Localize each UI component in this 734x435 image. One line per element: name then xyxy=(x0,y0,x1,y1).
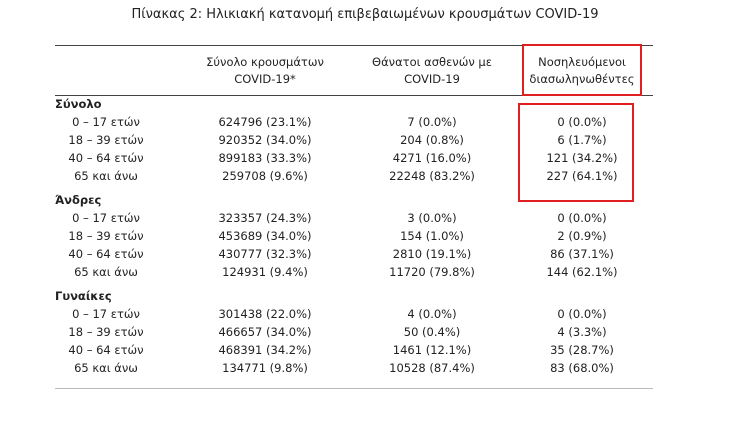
cell: 22248 (83.2%) xyxy=(389,169,475,183)
group-label: Γυναίκες xyxy=(55,289,112,303)
group-label: Σύνολο xyxy=(55,97,102,111)
header-rule xyxy=(55,95,653,96)
cell: 6 (1.7%) xyxy=(557,133,607,147)
cell: 899183 (33.3%) xyxy=(218,151,312,165)
cell: 121 (34.2%) xyxy=(546,151,618,165)
top-rule xyxy=(55,45,653,46)
cell: 204 (0.8%) xyxy=(400,133,464,147)
cell: 50 (0.4%) xyxy=(403,325,461,339)
title: Πίνακας 2: Ηλικιακή κατανομή επιβεβαιωμέ… xyxy=(131,7,599,22)
cell: 259708 (9.6%) xyxy=(222,169,308,183)
row-label: 65 και άνω xyxy=(74,361,138,375)
cell: 301438 (22.0%) xyxy=(218,307,312,321)
cell: 4 (0.0%) xyxy=(407,307,457,321)
cell: 86 (37.1%) xyxy=(550,247,614,261)
row-label: 18 – 39 ετών xyxy=(68,229,144,243)
bottom-rule xyxy=(55,388,653,389)
cell: 83 (68.0%) xyxy=(550,361,614,375)
row-label: 40 – 64 ετών xyxy=(68,247,144,261)
cell: 144 (62.1%) xyxy=(546,265,618,279)
cell: 10528 (87.4%) xyxy=(389,361,475,375)
cell: 2 (0.9%) xyxy=(557,229,607,243)
cell: 920352 (34.0%) xyxy=(218,133,312,147)
cell: 468391 (34.2%) xyxy=(218,343,312,357)
row-label: 65 και άνω xyxy=(74,169,138,183)
row-label: 40 – 64 ετών xyxy=(68,151,144,165)
cell: 3 (0.0%) xyxy=(407,211,457,225)
cell: 466657 (34.0%) xyxy=(218,325,312,339)
cell: 1461 (12.1%) xyxy=(392,343,472,357)
cell: 0 (0.0%) xyxy=(557,211,607,225)
cell: 430777 (32.3%) xyxy=(218,247,312,261)
cell: 0 (0.0%) xyxy=(557,115,607,129)
row-label: 40 – 64 ετών xyxy=(68,343,144,357)
row-label: 65 και άνω xyxy=(74,265,138,279)
cell: 4271 (16.0%) xyxy=(392,151,472,165)
cell: 11720 (79.8%) xyxy=(389,265,475,279)
cell: 35 (28.7%) xyxy=(550,343,614,357)
row-label: 18 – 39 ετών xyxy=(68,133,144,147)
highlight-box xyxy=(522,44,642,96)
column-header: Θάνατοι ασθενών με COVID-19 xyxy=(372,55,492,86)
cell: 624796 (23.1%) xyxy=(218,115,312,129)
cell: 2810 (19.1%) xyxy=(392,247,472,261)
cell: 134771 (9.8%) xyxy=(222,361,308,375)
cell: 7 (0.0%) xyxy=(407,115,457,129)
row-label: 0 – 17 ετών xyxy=(72,115,140,129)
cell: 4 (3.3%) xyxy=(557,325,607,339)
column-header: Νοσηλευόμενοι διασωληνωθέντες xyxy=(529,55,635,86)
cell: 154 (1.0%) xyxy=(400,229,464,243)
cell: 124931 (9.4%) xyxy=(222,265,308,279)
cell: 453689 (34.0%) xyxy=(218,229,312,243)
cell: 0 (0.0%) xyxy=(557,307,607,321)
cell: 227 (64.1%) xyxy=(546,169,618,183)
row-label: 0 – 17 ετών xyxy=(72,307,140,321)
row-label: 18 – 39 ετών xyxy=(68,325,144,339)
column-header: Σύνολο κρουσμάτων COVID-19* xyxy=(206,55,324,86)
group-label: Άνδρες xyxy=(55,193,102,207)
highlight-box xyxy=(518,103,634,202)
row-label: 0 – 17 ετών xyxy=(72,211,140,225)
cell: 323357 (24.3%) xyxy=(218,211,312,225)
